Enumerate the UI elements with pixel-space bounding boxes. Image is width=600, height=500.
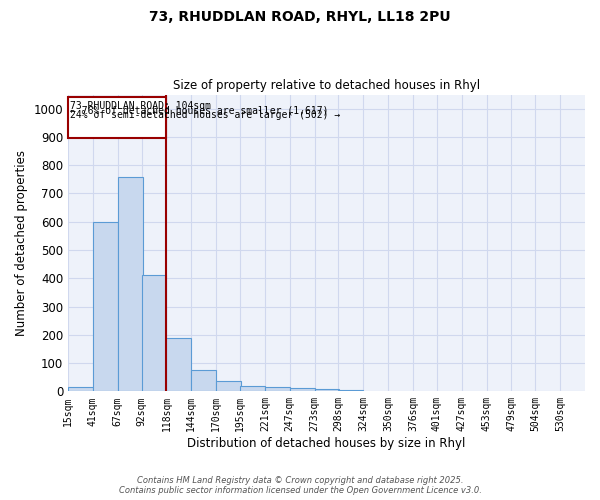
FancyBboxPatch shape bbox=[68, 98, 166, 138]
Text: Contains HM Land Registry data © Crown copyright and database right 2025.
Contai: Contains HM Land Registry data © Crown c… bbox=[119, 476, 481, 495]
Bar bbox=[93, 222, 118, 392]
Text: 73, RHUDDLAN ROAD, RHYL, LL18 2PU: 73, RHUDDLAN ROAD, RHYL, LL18 2PU bbox=[149, 10, 451, 24]
Bar bbox=[290, 388, 314, 392]
Bar bbox=[68, 387, 93, 392]
Bar bbox=[338, 390, 364, 392]
Bar bbox=[142, 276, 166, 392]
Title: Size of property relative to detached houses in Rhyl: Size of property relative to detached ho… bbox=[173, 79, 480, 92]
Bar bbox=[240, 386, 265, 392]
Bar bbox=[265, 387, 290, 392]
Bar bbox=[314, 389, 340, 392]
Bar bbox=[216, 382, 241, 392]
Bar bbox=[166, 338, 191, 392]
Text: 73 RHUDDLAN ROAD: 104sqm: 73 RHUDDLAN ROAD: 104sqm bbox=[70, 101, 211, 111]
Bar bbox=[118, 176, 143, 392]
Text: ← 76% of detached houses are smaller (1,617): ← 76% of detached houses are smaller (1,… bbox=[70, 106, 328, 116]
Y-axis label: Number of detached properties: Number of detached properties bbox=[15, 150, 28, 336]
Text: 24% of semi-detached houses are larger (502) →: 24% of semi-detached houses are larger (… bbox=[70, 110, 340, 120]
Bar bbox=[191, 370, 216, 392]
X-axis label: Distribution of detached houses by size in Rhyl: Distribution of detached houses by size … bbox=[187, 437, 466, 450]
